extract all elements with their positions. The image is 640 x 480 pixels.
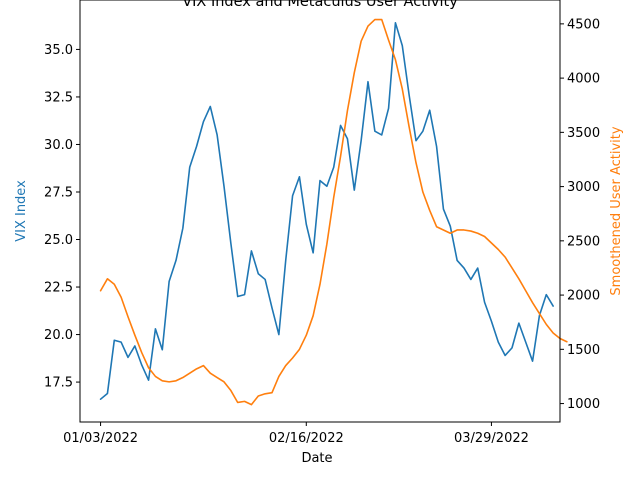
- x-axis-label: Date: [301, 451, 332, 466]
- right-tick-label: 2000: [567, 289, 600, 304]
- activity-series-line: [99, 18, 568, 406]
- x-tick-label: 03/29/2022: [454, 431, 529, 446]
- left-axis-label: VIX Index: [14, 180, 29, 242]
- left-tick-label: 17.5: [44, 376, 73, 391]
- right-tick-label: 4000: [567, 72, 600, 87]
- right-tick-label: 2500: [567, 234, 600, 249]
- right-tick-label: 3000: [567, 180, 600, 195]
- x-tick-label: 02/16/2022: [269, 431, 344, 446]
- right-tick-label: 4500: [567, 17, 600, 32]
- x-tick-label: 01/03/2022: [63, 431, 138, 446]
- left-tick-label: 27.5: [44, 185, 73, 200]
- right-axis-label: Smoothened User Activity: [609, 126, 624, 295]
- left-axis: 17.5 20.0 22.5 25.0 27.5 30.0 32.5 35.0: [44, 43, 80, 391]
- vix-line-group: [99, 22, 554, 400]
- left-tick-label: 32.5: [44, 90, 73, 105]
- right-tick-label: 1000: [567, 397, 600, 412]
- left-tick-label: 22.5: [44, 281, 73, 296]
- right-axis: 1000 1500 2000 2500 3000 3500 4000 4500: [560, 17, 600, 412]
- right-tick-label: 1500: [567, 343, 600, 358]
- activity-line-group: [99, 18, 568, 406]
- plot-frame: [79, 0, 561, 423]
- left-tick-label: 30.0: [44, 138, 73, 153]
- vix-series-line: [99, 22, 554, 400]
- left-tick-label: 35.0: [44, 43, 73, 58]
- chart-title: VIX Index and Metaculus User Activity: [182, 0, 458, 10]
- x-axis: 01/03/2022 02/16/2022 03/29/2022: [63, 422, 529, 446]
- left-tick-label: 25.0: [44, 233, 73, 248]
- right-tick-label: 3500: [567, 126, 600, 141]
- left-tick-label: 20.0: [44, 328, 73, 343]
